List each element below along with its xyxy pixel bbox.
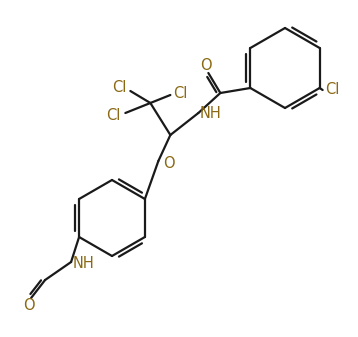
Text: NH: NH: [199, 105, 221, 121]
Text: O: O: [200, 58, 212, 72]
Text: Cl: Cl: [112, 81, 126, 95]
Text: Cl: Cl: [325, 83, 339, 97]
Text: O: O: [23, 299, 35, 313]
Text: Cl: Cl: [173, 86, 188, 100]
Text: NH: NH: [73, 256, 95, 272]
Text: O: O: [163, 156, 175, 172]
Text: Cl: Cl: [106, 108, 120, 123]
